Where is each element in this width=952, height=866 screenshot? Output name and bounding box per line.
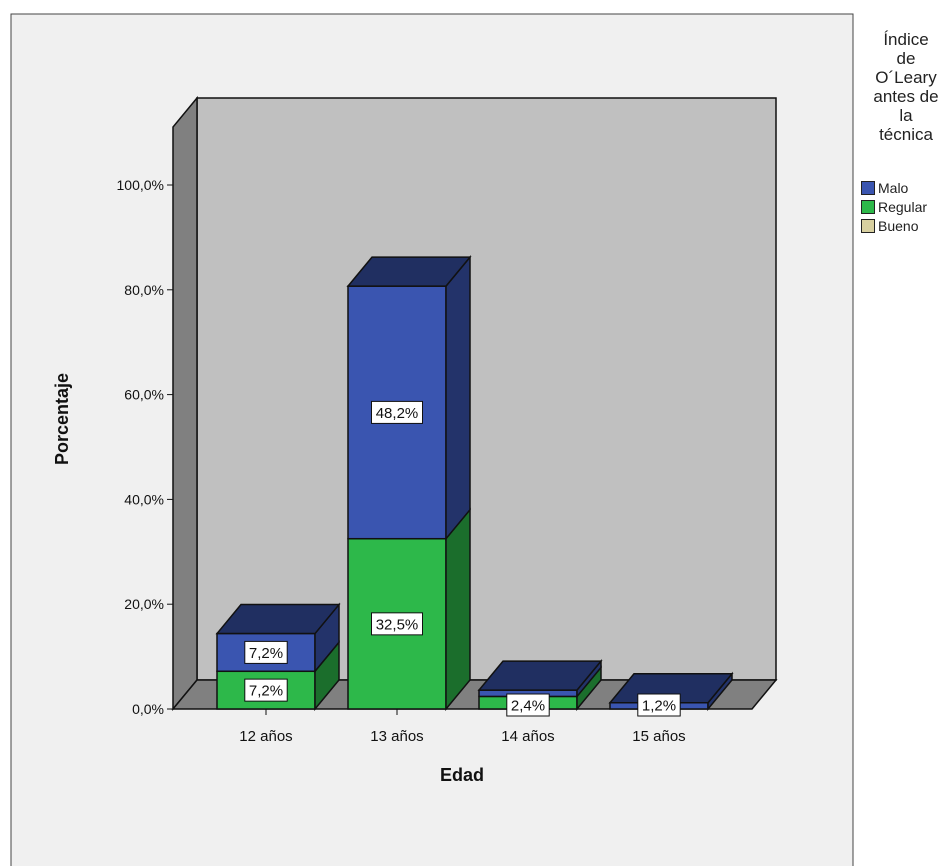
bars-layer bbox=[215, 255, 734, 712]
x-tick-label: 13 años bbox=[370, 728, 423, 745]
x-tick-label: 15 años bbox=[632, 728, 685, 745]
legend-swatch bbox=[861, 180, 875, 195]
back-wall bbox=[196, 97, 777, 681]
y-tick-label: 100,0% bbox=[117, 177, 164, 193]
bar-segment-side bbox=[445, 507, 471, 712]
legend-title-line: antes de bbox=[873, 87, 939, 106]
legend-item: Bueno bbox=[861, 216, 927, 235]
legend-swatch bbox=[861, 199, 875, 214]
legend-title-line: técnica bbox=[879, 125, 933, 144]
labels-layer: 12 años 13 años 14 años 15 años 7,2% 7,2% 32,5… bbox=[239, 400, 686, 745]
data-label-box bbox=[506, 693, 550, 717]
data-label: 7,2% bbox=[249, 683, 283, 700]
data-label-box bbox=[371, 612, 423, 636]
data-label: 7,2% bbox=[249, 645, 283, 662]
y-tick-label: 40,0% bbox=[124, 491, 164, 507]
legend-title-line: de bbox=[896, 49, 916, 68]
legend-title: Índice de O´Leary antes de la técnica bbox=[860, 30, 952, 144]
bar-top-face bbox=[346, 256, 472, 287]
bar-top-face bbox=[215, 603, 341, 635]
data-label-box bbox=[244, 678, 288, 702]
data-label: 1,2% bbox=[642, 698, 676, 715]
y-tick-label: 20,0% bbox=[124, 596, 164, 612]
bar-top-face bbox=[477, 660, 603, 691]
legend-label: Bueno bbox=[878, 217, 919, 234]
left-wall bbox=[172, 95, 198, 712]
bar-segment-side bbox=[445, 255, 471, 541]
legend-title-line: la bbox=[899, 106, 913, 125]
x-axis-title: Edad bbox=[440, 765, 484, 785]
data-label-box bbox=[371, 400, 423, 424]
data-label: 2,4% bbox=[511, 698, 545, 715]
legend-title-line: Índice bbox=[883, 30, 929, 49]
legend-item: Regular bbox=[861, 197, 927, 216]
y-tick-label: 80,0% bbox=[124, 282, 164, 298]
legend-label: Malo bbox=[878, 179, 909, 196]
bar-segment-front bbox=[347, 537, 447, 710]
data-label-box bbox=[637, 693, 681, 717]
legend: Malo Regular Bueno bbox=[861, 178, 927, 235]
data-label-box bbox=[244, 640, 288, 664]
x-tick-label: 14 años bbox=[501, 728, 554, 745]
x-tick-label: 12 años bbox=[239, 728, 292, 745]
y-axis-title: Porcentaje bbox=[52, 373, 72, 465]
y-tick-label: 0,0% bbox=[132, 701, 164, 717]
legend-label: Regular bbox=[878, 198, 928, 215]
data-label: 32,5% bbox=[376, 616, 419, 633]
data-label: 48,2% bbox=[376, 405, 419, 422]
y-tick-label: 60,0% bbox=[124, 387, 164, 403]
legend-title-line: O´Leary bbox=[875, 68, 937, 87]
legend-swatch bbox=[861, 218, 875, 233]
legend-item: Malo bbox=[861, 178, 927, 197]
